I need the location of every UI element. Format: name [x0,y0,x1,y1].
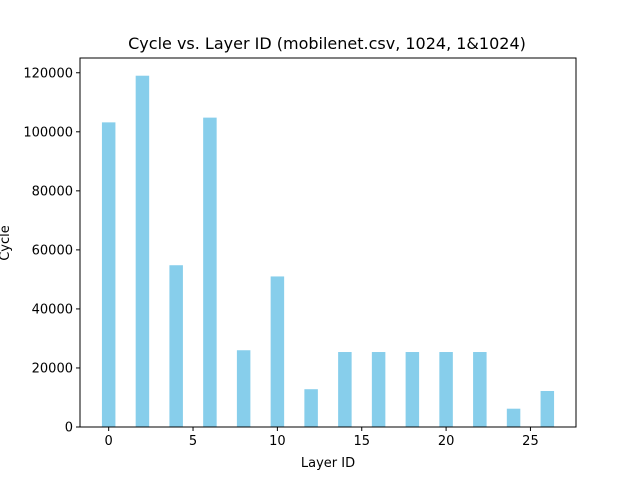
y-tick-label: 80000 [32,184,73,199]
bar-layer-20 [439,352,453,427]
bar-layer-16 [371,352,386,427]
bar-layer-6 [203,117,217,427]
x-tick-label: 0 [105,434,113,449]
x-axis-ticks: 0 5 10 15 20 25 [105,427,539,449]
x-tick-label: 15 [353,434,370,449]
y-tick-label: 60000 [32,243,73,258]
bar-layer-2 [135,75,150,427]
x-tick-label: 25 [522,434,539,449]
bar-layer-0 [101,122,116,427]
plot-frame [79,57,577,428]
x-axis-label: Layer ID [301,456,355,471]
bar-layer-8 [236,350,251,427]
chart-title: Cycle vs. Layer ID (mobilenet.csv, 1024,… [128,34,526,53]
y-tick-label: 100000 [23,125,73,140]
x-tick-label: 5 [189,434,197,449]
y-tick-label: 20000 [32,361,73,376]
y-tick-label: 40000 [32,302,73,317]
bar-layer-22 [473,352,487,427]
y-axis-ticks: 0 20000 40000 60000 80000 100000 120000 [23,66,80,436]
bar-layer-18 [405,352,420,427]
y-axis-label: Cycle [0,225,13,261]
y-tick-label: 0 [65,421,73,436]
bar-layer-24 [506,408,521,427]
bar-layer-14 [338,352,352,427]
x-tick-label: 10 [269,434,286,449]
bar-layer-10 [270,276,285,427]
x-tick-label: 20 [438,434,455,449]
bar-layer-12 [304,389,318,427]
y-tick-label: 120000 [23,66,73,81]
bar-layer-4 [169,265,183,427]
bar-layer-26 [540,390,555,427]
bars-group [101,75,555,427]
